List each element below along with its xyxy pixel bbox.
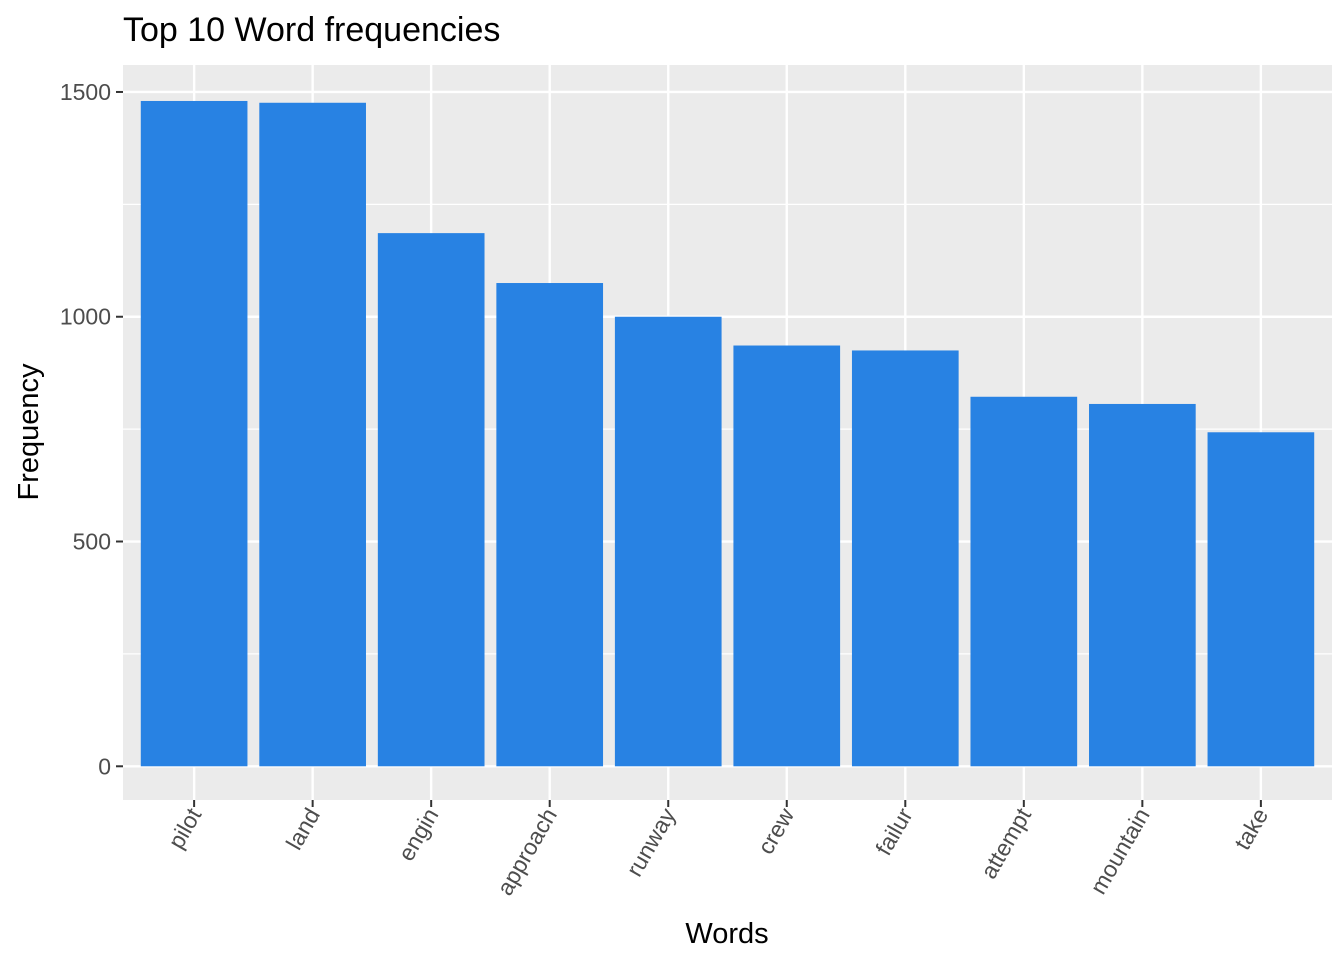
bar-pilot: [140, 100, 248, 767]
x-tick-label: failur: [870, 803, 918, 859]
bar-attempt: [970, 396, 1078, 767]
bar-runway: [614, 316, 722, 767]
x-axis: pilot land engin approach runway crew failur at…: [163, 800, 1273, 900]
bar-engin: [377, 233, 485, 767]
bar-take: [1207, 432, 1315, 767]
x-axis-title: Words: [685, 918, 768, 950]
bar-mountain: [1089, 403, 1196, 767]
x-tick-label: runway: [621, 803, 681, 881]
bar-failur: [851, 350, 959, 767]
y-tick-label: 0: [98, 753, 111, 779]
bar-crew: [733, 345, 841, 767]
x-tick-label: crew: [752, 803, 799, 858]
x-tick-label: attempt: [975, 803, 1036, 883]
y-axis: 0 500 1000 1500: [60, 79, 123, 779]
x-tick-label: engin: [393, 804, 444, 866]
bars: [140, 100, 1315, 767]
x-tick-label: land: [281, 804, 325, 855]
y-tick-label: 500: [73, 529, 111, 555]
bar-approach: [496, 283, 604, 767]
x-tick-label: mountain: [1085, 804, 1155, 899]
x-tick-label: pilot: [163, 803, 207, 853]
y-axis-title: Frequency: [13, 363, 45, 501]
bar-land: [259, 102, 366, 767]
x-tick-label: approach: [492, 804, 562, 900]
x-tick-label: take: [1229, 804, 1273, 855]
y-tick-label: 1500: [60, 79, 111, 105]
y-tick-label: 1000: [60, 304, 111, 330]
chart-title: Top 10 Word frequencies: [123, 11, 500, 49]
